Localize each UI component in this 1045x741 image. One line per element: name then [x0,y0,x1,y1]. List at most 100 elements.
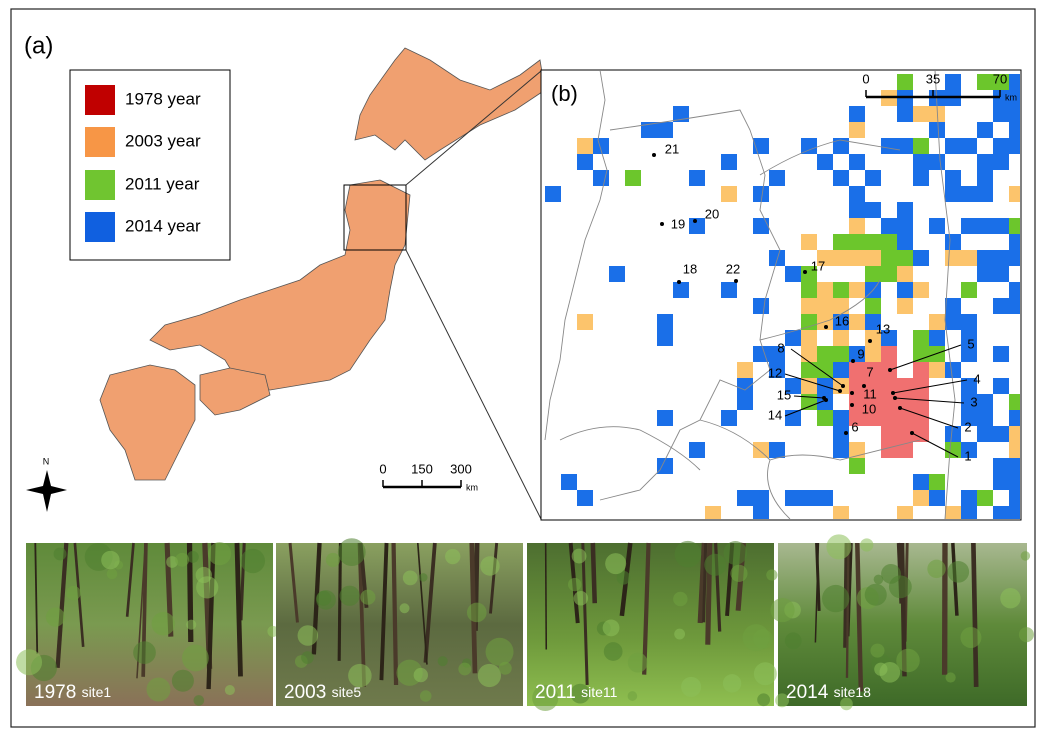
foliage [870,644,884,658]
foliage [196,576,218,598]
grid-cell [945,250,961,266]
grid-cell [689,218,705,234]
scale-label: 150 [411,461,433,476]
site-label: 16 [835,313,849,328]
grid-cell [609,266,625,282]
site-dot [822,396,826,400]
tree-trunk [546,543,547,650]
grid-cell [977,170,993,186]
site-dot [660,222,664,226]
grid-cell [657,122,673,138]
scale-label: 300 [450,461,472,476]
grid-cell [945,74,961,90]
grid-cell [897,74,913,90]
site-dot [898,406,902,410]
grid-cell [913,170,929,186]
site-dot [910,431,914,435]
foliage [879,662,900,683]
grid-cell [913,362,929,378]
grid-cell [977,154,993,170]
site-dot [851,359,855,363]
foliage [946,672,956,682]
foliage [339,586,359,606]
foliage [785,632,802,649]
foliage [46,608,65,627]
grid-cell [993,298,1009,314]
foliage [605,553,626,574]
grid-cell [945,362,961,378]
site-label: 19 [671,216,685,231]
grid-cell [849,218,865,234]
foliage [822,585,849,612]
grid-cell [801,490,817,506]
foliage [673,592,687,606]
foliage [403,570,418,585]
foliage [766,569,777,580]
panel-label: (a) [24,32,53,59]
foliage [628,691,638,701]
grid-cell [881,346,897,362]
grid-cell [689,442,705,458]
grid-cell [833,250,849,266]
foliage [674,629,685,640]
grid-cell [849,202,865,218]
grid-cell [881,138,897,154]
grid-cell [913,330,929,346]
site-dot [824,325,828,329]
caption-site: site5 [332,684,362,700]
grid-cell [977,490,993,506]
foliage [186,620,196,630]
grid-cell [849,250,865,266]
foliage [360,590,375,605]
grid-cell [673,282,689,298]
site-dot [838,389,842,393]
grid-cell [913,154,929,170]
grid-cell [881,250,897,266]
grid-cell [817,154,833,170]
foliage [316,590,336,610]
foliage [194,695,205,706]
scale-label: 70 [993,71,1007,86]
grid-cell [913,474,929,490]
grid-cell [865,346,881,362]
grid-cell [833,362,849,378]
site-label: 10 [862,401,876,416]
grid-cell [833,330,849,346]
grid-cell [929,154,945,170]
legend-swatch [85,170,115,200]
foliage [414,668,428,682]
grid-cell [561,474,577,490]
site-dot [841,384,845,388]
foliage [723,541,747,565]
grid-cell [769,250,785,266]
foliage [603,619,620,636]
grid-cell [657,330,673,346]
grid-cell [593,138,609,154]
grid-cell [993,346,1009,362]
tree-trunk [593,543,595,603]
grid-cell [881,234,897,250]
grid-cell [833,346,849,362]
site-label: 15 [777,387,791,402]
site-label: 12 [768,365,782,380]
caption-site: site1 [82,684,112,700]
grid-cell [913,378,929,394]
grid-cell [945,442,961,458]
compass-label: N [43,456,50,466]
site-label: 4 [973,371,980,386]
grid-cell [577,314,593,330]
grid-cell [801,378,817,394]
site-dot [677,280,681,284]
site-label: 3 [970,394,977,409]
grid-cell [849,362,865,378]
foliage [326,553,340,567]
grid-cell [753,298,769,314]
grid-cell [897,410,913,426]
grid-cell [897,234,913,250]
grid-cell [913,282,929,298]
grid-cell [929,330,945,346]
grid-cell [721,282,737,298]
grid-cell [977,394,993,410]
grid-cell [801,138,817,154]
grid-cell [817,490,833,506]
